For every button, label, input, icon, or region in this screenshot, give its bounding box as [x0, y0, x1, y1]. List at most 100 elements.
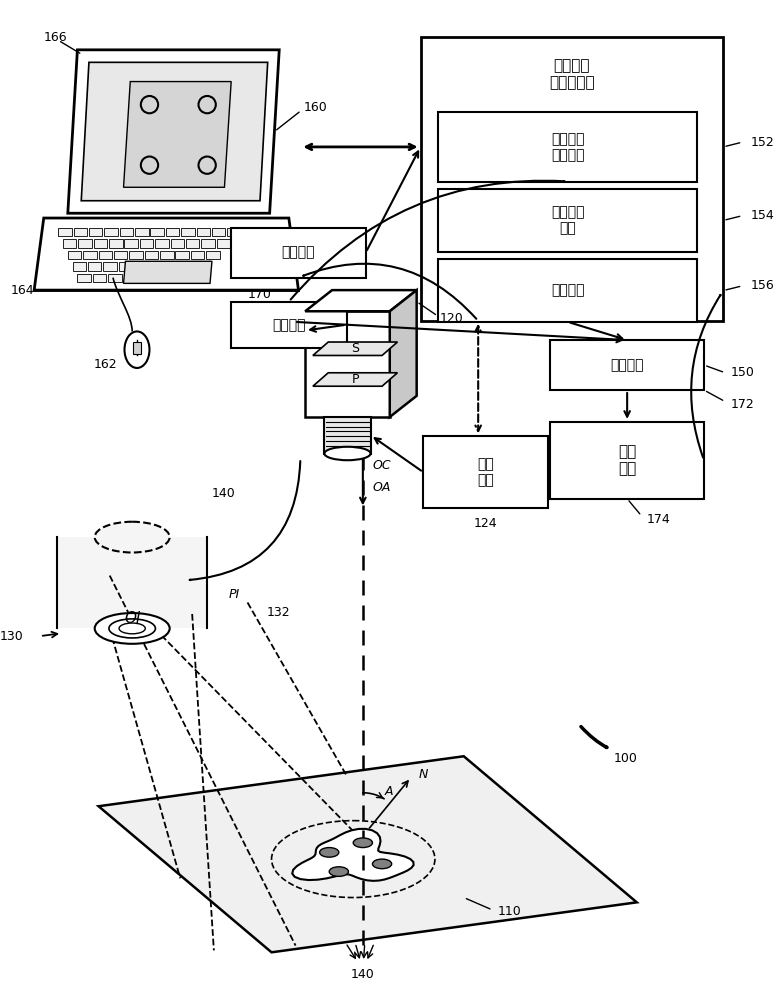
Ellipse shape — [372, 859, 392, 869]
Text: 162: 162 — [94, 358, 117, 371]
Text: 160: 160 — [303, 101, 327, 114]
Bar — [201, 239, 214, 248]
Polygon shape — [68, 50, 279, 213]
Text: 150: 150 — [731, 366, 754, 379]
Text: 照明控制: 照明控制 — [282, 246, 315, 260]
Text: 154: 154 — [750, 209, 774, 222]
Polygon shape — [34, 218, 298, 290]
Text: 132: 132 — [267, 606, 291, 619]
Text: 检测信息: 检测信息 — [611, 358, 644, 372]
Ellipse shape — [124, 331, 149, 368]
Polygon shape — [313, 373, 398, 386]
Bar — [108, 274, 122, 282]
Text: PI: PI — [228, 588, 239, 601]
Bar — [74, 228, 87, 236]
Bar — [305, 311, 390, 417]
Ellipse shape — [354, 838, 372, 848]
Bar — [181, 228, 195, 236]
Bar — [180, 262, 193, 271]
Bar — [135, 228, 148, 236]
FancyArrowPatch shape — [303, 264, 476, 319]
Bar — [228, 228, 241, 236]
Bar — [420, 37, 723, 321]
Polygon shape — [305, 290, 416, 311]
Polygon shape — [313, 342, 398, 355]
Bar — [550, 340, 704, 390]
Text: 172: 172 — [731, 398, 754, 411]
Bar — [185, 274, 198, 282]
Bar — [171, 239, 184, 248]
Bar — [160, 251, 173, 259]
Text: 110: 110 — [497, 905, 521, 918]
Bar — [124, 239, 138, 248]
Text: 视觉系统
工具: 视觉系统 工具 — [551, 205, 584, 236]
Text: P: P — [351, 373, 359, 386]
FancyArrowPatch shape — [692, 295, 720, 458]
Text: 174: 174 — [646, 513, 670, 526]
Text: N: N — [419, 768, 428, 781]
Bar — [58, 228, 71, 236]
Ellipse shape — [325, 447, 371, 460]
FancyArrowPatch shape — [581, 727, 607, 747]
Text: 140: 140 — [211, 487, 235, 500]
Bar — [114, 251, 127, 259]
Polygon shape — [124, 261, 212, 283]
Bar — [437, 189, 697, 252]
Bar — [186, 239, 200, 248]
Text: 100: 100 — [613, 752, 637, 765]
Polygon shape — [57, 537, 207, 628]
Bar — [217, 239, 230, 248]
Text: 156: 156 — [750, 279, 774, 292]
Bar — [550, 422, 704, 499]
Bar — [232, 302, 347, 348]
Text: 164: 164 — [11, 284, 34, 297]
Text: OC: OC — [372, 459, 391, 472]
Bar — [155, 239, 169, 248]
Text: 152: 152 — [750, 136, 774, 149]
Bar — [155, 274, 168, 282]
Bar — [103, 262, 117, 271]
Bar — [166, 228, 179, 236]
Bar — [437, 259, 697, 322]
Bar — [176, 251, 189, 259]
Bar — [169, 274, 183, 282]
Text: OA: OA — [372, 481, 391, 494]
Bar — [124, 274, 137, 282]
Text: 图像数据: 图像数据 — [272, 318, 305, 332]
Text: 130: 130 — [0, 630, 23, 643]
Text: 166: 166 — [44, 31, 68, 44]
Bar — [68, 251, 82, 259]
Polygon shape — [124, 82, 232, 187]
Bar — [191, 251, 204, 259]
Text: 检测发现: 检测发现 — [551, 284, 584, 298]
Ellipse shape — [319, 848, 339, 857]
Bar — [134, 262, 148, 271]
Ellipse shape — [95, 522, 169, 552]
Ellipse shape — [329, 867, 348, 876]
Text: 视觉系统
处理（器）: 视觉系统 处理（器） — [549, 58, 594, 90]
Bar — [78, 274, 91, 282]
Bar — [88, 262, 102, 271]
Bar — [78, 239, 92, 248]
Bar — [63, 239, 76, 248]
Text: 124: 124 — [474, 517, 498, 530]
Polygon shape — [99, 756, 637, 952]
Bar — [104, 228, 118, 236]
Text: OI: OI — [124, 611, 141, 626]
Polygon shape — [390, 290, 416, 417]
Bar — [145, 251, 159, 259]
Bar — [94, 239, 107, 248]
Bar — [89, 228, 103, 236]
Bar — [83, 251, 96, 259]
FancyArrowPatch shape — [190, 461, 300, 580]
Text: 下游
处理: 下游 处理 — [618, 444, 636, 476]
Bar — [72, 262, 86, 271]
Bar — [140, 239, 153, 248]
Polygon shape — [82, 62, 268, 201]
Bar — [212, 228, 225, 236]
Bar — [437, 112, 697, 182]
Bar — [139, 274, 152, 282]
FancyArrowPatch shape — [291, 181, 564, 300]
Bar — [196, 262, 209, 271]
Bar — [109, 239, 123, 248]
